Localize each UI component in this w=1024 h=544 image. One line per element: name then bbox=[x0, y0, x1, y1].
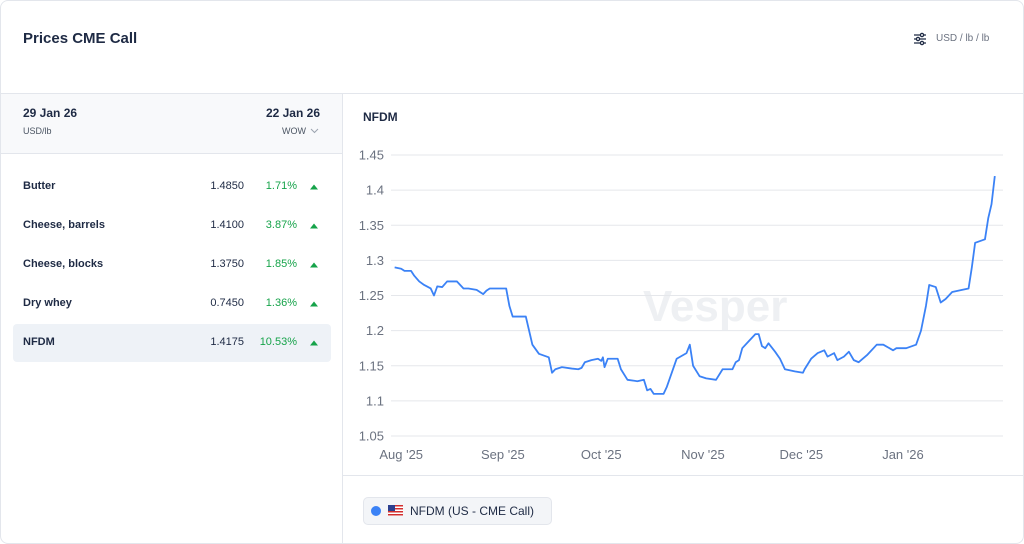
row-value: 1.4850 bbox=[210, 180, 244, 192]
settings-icon[interactable] bbox=[913, 32, 927, 46]
table-row[interactable] bbox=[13, 324, 331, 362]
y-tick-label: 1.2 bbox=[366, 323, 384, 338]
flag-icon bbox=[388, 505, 403, 516]
row-change: 10.53% bbox=[259, 336, 297, 348]
y-tick-label: 1.35 bbox=[359, 218, 384, 233]
row-name: Cheese, blocks bbox=[23, 258, 104, 270]
row-name: Dry whey bbox=[23, 297, 72, 309]
chart-title: NFDM bbox=[363, 110, 398, 124]
y-tick-label: 1.4 bbox=[366, 183, 384, 198]
row-name: Cheese, barrels bbox=[23, 219, 105, 231]
watermark: Vesper bbox=[643, 282, 787, 331]
row-value: 1.3750 bbox=[210, 258, 244, 270]
up-arrow bbox=[310, 223, 318, 229]
x-tick-label: Jan '26 bbox=[882, 447, 924, 462]
up-arrow bbox=[310, 262, 318, 268]
x-tick-label: Nov '25 bbox=[681, 447, 725, 462]
chart: Vesper 1.05 1.1 1.15 1.2 1.25 1.3 1.35 1.4 1.45 Au… bbox=[359, 148, 1003, 462]
up-arrow bbox=[310, 340, 318, 346]
table-unit: USD/lb bbox=[23, 126, 52, 136]
chevron-icon[interactable] bbox=[310, 128, 319, 134]
y-tick-label: 1.05 bbox=[359, 429, 384, 444]
row-name: NFDM bbox=[23, 336, 55, 348]
row-change: 3.87% bbox=[265, 219, 297, 231]
units-label[interactable]: USD / lb / lb bbox=[936, 33, 990, 44]
divider bbox=[1, 153, 342, 154]
legend-label: NFDM (US - CME Call) bbox=[410, 504, 534, 518]
legend-swatch bbox=[371, 506, 381, 516]
row-value: 0.7450 bbox=[210, 297, 244, 309]
x-tick-label: Sep '25 bbox=[481, 447, 525, 462]
y-tick-label: 1.15 bbox=[359, 358, 384, 373]
row-name: Butter bbox=[23, 180, 56, 192]
row-change: 1.85% bbox=[265, 258, 297, 270]
data-line bbox=[394, 175, 996, 395]
y-tick-label: 1.3 bbox=[366, 253, 384, 268]
row-change: 1.71% bbox=[265, 180, 297, 192]
row-change: 1.36% bbox=[265, 297, 297, 309]
divider bbox=[1, 93, 1023, 94]
row-value: 1.4175 bbox=[210, 336, 244, 348]
divider bbox=[343, 475, 1023, 476]
table-header-bg bbox=[1, 94, 342, 153]
compare-date: 22 Jan 26 bbox=[265, 106, 320, 120]
row-value: 1.4100 bbox=[210, 219, 244, 231]
table-date: 29 Jan 26 bbox=[23, 106, 78, 120]
y-tick-label: 1.1 bbox=[366, 393, 384, 408]
up-arrow bbox=[310, 301, 318, 307]
up-arrow bbox=[310, 184, 318, 190]
widget-title: Prices CME Call bbox=[23, 30, 138, 47]
y-tick-label: 1.45 bbox=[359, 148, 384, 163]
x-tick-label: Dec '25 bbox=[779, 447, 823, 462]
divider bbox=[342, 93, 343, 543]
x-tick-label: Oct '25 bbox=[581, 447, 622, 462]
legend-item[interactable]: NFDM (US - CME Call) bbox=[363, 497, 552, 525]
x-tick-label: Aug '25 bbox=[379, 447, 423, 462]
compare-select[interactable]: WOW bbox=[282, 126, 306, 136]
y-tick-label: 1.25 bbox=[359, 288, 384, 303]
